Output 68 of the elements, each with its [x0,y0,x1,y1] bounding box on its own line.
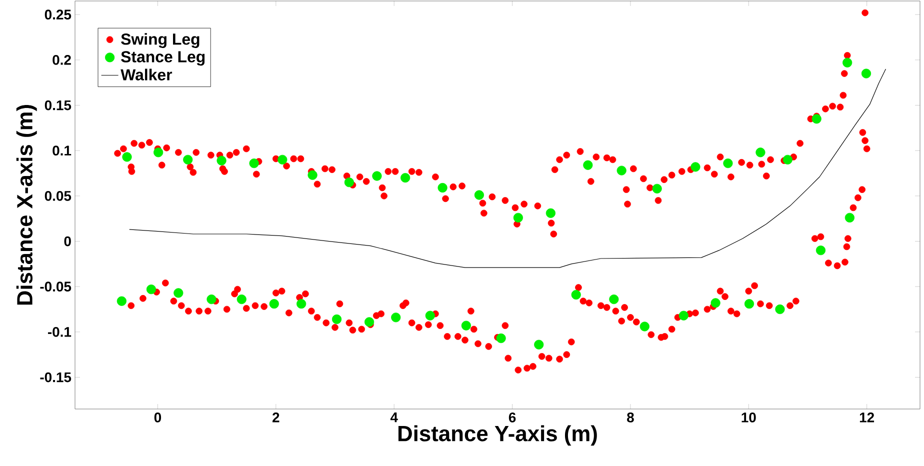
point [269,299,279,309]
point [146,284,156,294]
point [496,333,506,344]
x-tick-label: 8 [627,412,634,422]
point [116,296,126,306]
point [364,317,374,327]
point [756,148,766,158]
point [652,184,662,194]
x-tick-label: 12 [860,412,874,422]
point [710,298,720,308]
y-tick-label: 0.15 [44,100,72,110]
point [391,312,401,322]
y-tick-label: 0.2 [52,54,71,65]
point [690,162,700,172]
y-axis-title: Distance X-axis (m) [16,105,37,305]
point [344,178,354,188]
point [154,148,164,158]
point [278,154,288,164]
y-tick-label: -0.05 [40,282,72,292]
point [678,310,688,320]
x-axis-title: Distance Y-axis (m) [398,425,597,446]
point [216,156,226,166]
x-tick-label: 10 [742,412,756,422]
point [583,160,593,170]
point [474,190,484,200]
point [183,154,193,164]
point [249,158,259,168]
x-tick-label: 4 [390,412,398,422]
point [616,166,626,176]
point [861,68,872,78]
point [308,170,318,180]
point [844,212,854,222]
point [775,304,785,314]
point [782,154,792,164]
point [513,212,523,222]
point [122,152,132,162]
point [236,294,246,304]
point [816,246,826,256]
point [400,173,410,183]
y-tick-label: -0.15 [40,372,72,382]
y-tick-label: -0.1 [48,326,72,337]
point [723,158,733,168]
x-tick-label: 6 [508,412,516,422]
point [546,208,556,218]
legend-label: Stance Leg [121,51,205,66]
x-tick-label: 2 [272,412,280,422]
y-tick-label: 0.05 [44,190,72,201]
point [296,299,306,309]
point [174,288,184,298]
point [332,314,342,324]
x-tick-label: 0 [154,412,162,422]
point [425,310,435,320]
legend-label: Swing Leg [121,33,200,48]
point [744,299,754,309]
point [206,294,216,304]
point [571,290,581,300]
y-tick-label: 0.1 [52,146,72,156]
point [842,58,852,68]
y-tick-label: 0.25 [44,10,72,20]
point [534,340,544,350]
y-tick-label: 0 [64,236,71,246]
point [438,182,448,193]
point [609,294,619,304]
point [461,320,471,330]
legend-label: Walker [120,68,172,80]
point [372,171,382,181]
point [812,114,822,124]
point [640,322,650,332]
